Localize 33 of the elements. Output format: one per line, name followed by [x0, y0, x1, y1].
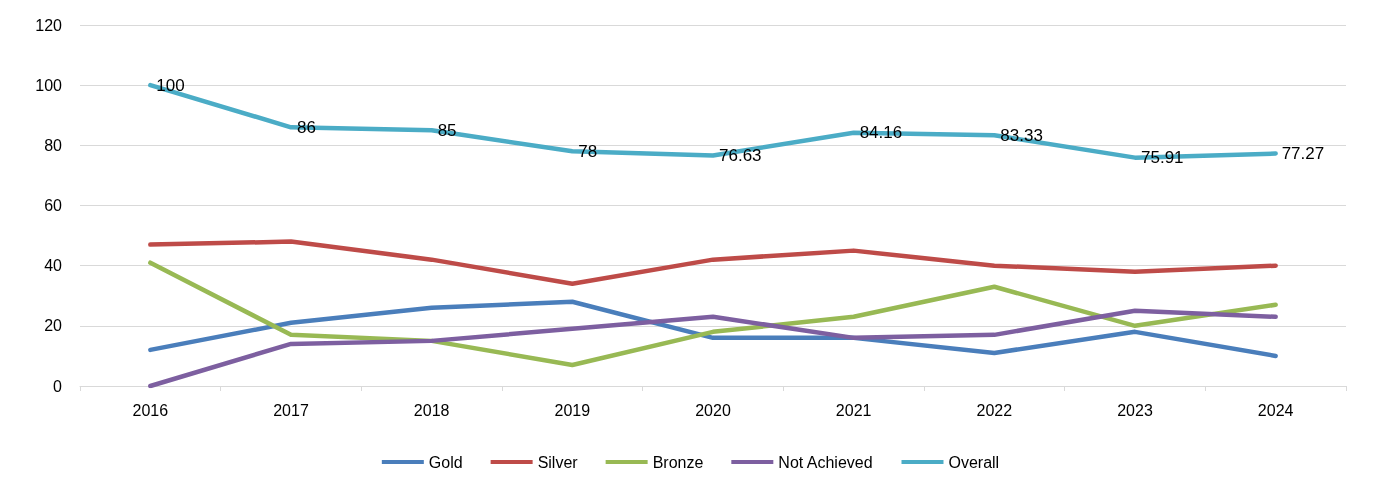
y-tick-label: 60 [44, 197, 63, 214]
line-series [148, 299, 1278, 359]
line-series [148, 308, 1278, 389]
data-label: 77.27 [1281, 144, 1325, 164]
legend-label: Overall [948, 453, 1000, 471]
x-tick-label: 2023 [1117, 401, 1153, 419]
y-tick-label: 20 [44, 317, 63, 335]
legend-label: Bronze [652, 453, 704, 471]
y-tick-label: 120 [35, 16, 63, 34]
data-label: 84.16 [859, 123, 903, 143]
legend-label: Gold [428, 453, 463, 471]
data-label: 75.91 [1141, 148, 1184, 168]
data-label: 76.63 [719, 145, 762, 165]
x-tick-label: 2024 [1257, 401, 1294, 419]
x-tick-label: 2016 [132, 401, 169, 419]
x-tick-label: 2021 [835, 401, 872, 419]
x-tick-label: 2017 [273, 401, 309, 419]
data-label: 86 [297, 117, 316, 137]
data-label: 78 [578, 141, 598, 161]
x-tick-label: 2020 [695, 401, 731, 419]
x-tick-label: 2019 [554, 401, 591, 419]
y-tick-label: 80 [44, 136, 63, 154]
line-series [148, 239, 1278, 286]
x-tick-label: 2018 [413, 401, 450, 419]
y-tick-label: 0 [53, 377, 63, 395]
legend-label: Silver [537, 453, 579, 471]
y-tick-label: 100 [35, 76, 63, 94]
data-label: 100 [156, 75, 185, 95]
line-series [148, 260, 1278, 368]
y-tick-label: 40 [44, 257, 63, 275]
data-label: 85 [437, 120, 457, 140]
x-tick-label: 2022 [976, 401, 1013, 419]
legend-label: Not Achieved [778, 453, 873, 471]
